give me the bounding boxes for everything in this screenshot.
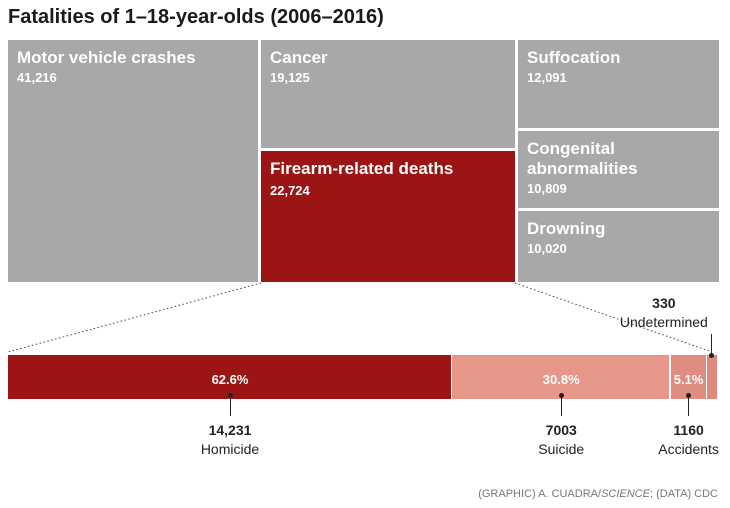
category-label-suicide: Suicide <box>538 441 585 457</box>
leader-line-undetermined <box>711 334 713 354</box>
category-label-accidents: Accidents <box>658 441 719 457</box>
treemap-label: Congenital abnormalities <box>527 139 638 178</box>
value-label-accidents: 1160 <box>673 422 704 438</box>
chart-title: Fatalities of 1–18-year-olds (2006–2016) <box>8 6 384 28</box>
treemap-label: Firearm-related deaths <box>270 159 454 178</box>
category-label-undetermined: Undetermined <box>619 314 708 330</box>
percent-label-homicide: 62.6% <box>211 372 249 387</box>
connector-left <box>7 282 262 353</box>
leader-line-suicide <box>560 396 562 416</box>
source-credit: (GRAPHIC) A. CUADRA/SCIENCE; (DATA) CDC <box>478 488 718 500</box>
value-label-suicide: 7003 <box>545 422 577 438</box>
annotation-undetermined: 330 Undetermined <box>614 294 714 332</box>
treemap-label: Motor vehicle crashes <box>17 48 196 67</box>
bar-segment-undetermined <box>706 355 717 399</box>
credit-prefix: (GRAPHIC) A. CUADRA/ <box>478 488 602 500</box>
treemap-value: 10,020 <box>527 241 567 256</box>
percent-label-accidents: 5.1% <box>673 372 704 387</box>
treemap-cell-congenital: Congenital abnormalities 10,809 <box>518 131 719 208</box>
treemap-value: 19,125 <box>270 70 310 85</box>
marker-dot-suicide <box>558 393 564 398</box>
treemap-cell-cancer: Cancer 19,125 <box>261 40 515 148</box>
treemap-label: Drowning <box>527 219 606 238</box>
treemap-cell-suffocation: Suffocation 12,091 <box>518 40 719 128</box>
value-label-undetermined: 330 <box>652 295 676 311</box>
marker-dot-accidents <box>686 393 692 398</box>
annotation-accidents: 1160 Accidents <box>639 421 730 459</box>
marker-dot-undetermined <box>709 353 715 358</box>
credit-suffix: ; (DATA) CDC <box>649 488 718 500</box>
treemap-value: 12,091 <box>527 70 567 85</box>
leader-line-homicide <box>229 396 231 416</box>
treemap-label: Cancer <box>270 48 328 67</box>
bar-segment-suicide <box>452 355 670 399</box>
value-label-homicide: 14,231 <box>208 422 252 438</box>
bar-segment-homicide <box>8 355 451 399</box>
marker-dot-homicide <box>227 393 233 398</box>
percent-label-suicide: 30.8% <box>542 372 580 387</box>
annotation-suicide: 7003 Suicide <box>511 421 611 459</box>
treemap-label: Suffocation <box>527 48 621 67</box>
treemap-value: 10,809 <box>527 181 567 196</box>
treemap-cell-motor-vehicle: Motor vehicle crashes 41,216 <box>8 40 258 282</box>
treemap-cell-drowning: Drowning 10,020 <box>518 211 719 282</box>
treemap-value: 41,216 <box>17 70 57 85</box>
bar-segment-accidents <box>670 355 706 399</box>
treemap-value: 22,724 <box>270 183 310 198</box>
treemap-cell-firearm: Firearm-related deaths 22,724 <box>261 151 515 282</box>
category-label-homicide: Homicide <box>200 441 260 457</box>
leader-line-accidents <box>688 396 690 416</box>
annotation-homicide: 14,231 Homicide <box>180 421 280 459</box>
credit-italic: SCIENCE <box>601 488 650 500</box>
connector-right <box>514 282 713 353</box>
